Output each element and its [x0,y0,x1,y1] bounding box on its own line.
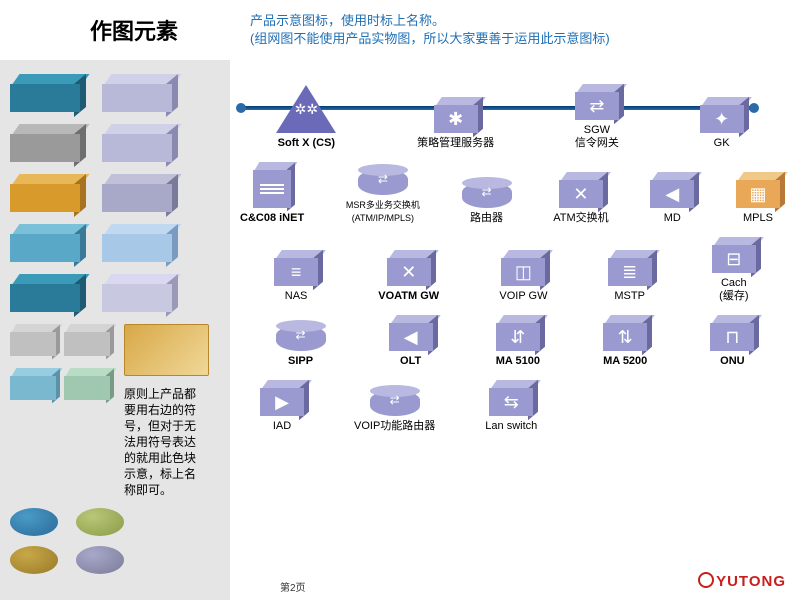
row-2: C&C08 iNET ⇄MSR多业务交换机 (ATM/IP/MPLS) ⇄路由器 ✕A… [240,162,790,225]
color-swatch [10,274,80,312]
color-swatch [10,174,80,212]
product-icon: ⇄SGW 信令网关 [575,84,619,150]
product-icon: ◀OLT [389,315,433,368]
page-title: 作图元素 [90,14,178,46]
product-icon: ⇅MA 5200 [603,315,647,368]
swatch-col-right [102,74,172,312]
page-number: 第2页 [280,579,306,594]
row-1: ✲✲Soft X (CS) ✱策略管理服务器 ⇄SGW 信令网关 ✦GK [240,60,790,150]
ellipse-swatch [76,508,124,536]
color-swatch [102,74,172,112]
ellipse-swatch [76,546,124,574]
product-icon: C&C08 iNET [240,162,304,225]
product-icon: ◫VOIP GW [499,250,547,303]
small-col-right [64,324,110,498]
yutong-logo: YUTONG [698,572,786,590]
product-icon: ⊓ONU [710,315,754,368]
row-3: ≡NAS ✕VOATM GW ◫VOIP GW ≣MSTP ⊟Cach (缓存) [240,237,790,303]
sidebar: 原则上产品都要用右边的符号，但对于无法用符号表达的就用此色块示意，标上名称即可。 [0,60,230,600]
subtitle: 产品示意图标，使用时标上名称。 (组网图不能使用产品实物图，所以大家要善于运用此… [250,12,610,48]
softx-icon: ✲✲Soft X (CS) [276,85,336,150]
color-swatch [10,74,80,112]
color-swatch [102,174,172,212]
sidebar-note: 原则上产品都要用右边的符号，但对于无法用符号表达的就用此色块示意，标上名称即可。 [124,386,199,498]
product-icon: ▶IAD [260,380,304,433]
swatch-col-left [10,74,80,312]
ellipse-row [10,508,220,574]
color-swatch [102,124,172,162]
color-swatch [10,124,80,162]
color-swatch [64,324,110,356]
product-icon: ✕ATM交换机 [553,172,608,225]
color-swatch [64,368,110,400]
ellipse-swatch [10,508,58,536]
product-icon: ▦MPLS [736,172,780,225]
ellipse-swatch [10,546,58,574]
product-icon: ⊟Cach (缓存) [712,237,756,303]
product-icon: ⇄路由器 [462,182,512,225]
product-icon: ✱策略管理服务器 [417,97,494,150]
color-swatch [102,224,172,262]
product-icon: ✦GK [700,97,744,150]
product-icon: ≡NAS [274,250,318,303]
flat-swatch [124,324,209,376]
product-icon: ◀MD [650,172,694,225]
logo-ring-icon [698,572,714,588]
main-area: ✲✲Soft X (CS) ✱策略管理服务器 ⇄SGW 信令网关 ✦GK C&C08 … [240,60,790,590]
product-icon: ⇄MSR多业务交换机 (ATM/IP/MPLS) [346,169,420,225]
product-icon: ✕VOATM GW [378,250,439,303]
small-col-left [10,324,56,498]
color-swatch [10,368,56,400]
color-swatch [10,224,80,262]
row-5: ▶IAD ⇄VOIP功能路由器 ⇆Lan switch [240,380,790,433]
product-icon: ⇄SIPP [276,325,326,368]
color-swatch [102,274,172,312]
product-icon: ⇆Lan switch [485,380,537,433]
subtitle-line2: (组网图不能使用产品实物图，所以大家要善于运用此示意图标) [250,30,610,48]
product-icon: ⇵MA 5100 [496,315,540,368]
row-4: ⇄SIPP ◀OLT ⇵MA 5100 ⇅MA 5200 ⊓ONU [240,315,790,368]
color-swatch [10,324,56,356]
subtitle-line1: 产品示意图标，使用时标上名称。 [250,12,610,30]
product-icon: ≣MSTP [608,250,652,303]
product-icon: ⇄VOIP功能路由器 [354,390,435,433]
